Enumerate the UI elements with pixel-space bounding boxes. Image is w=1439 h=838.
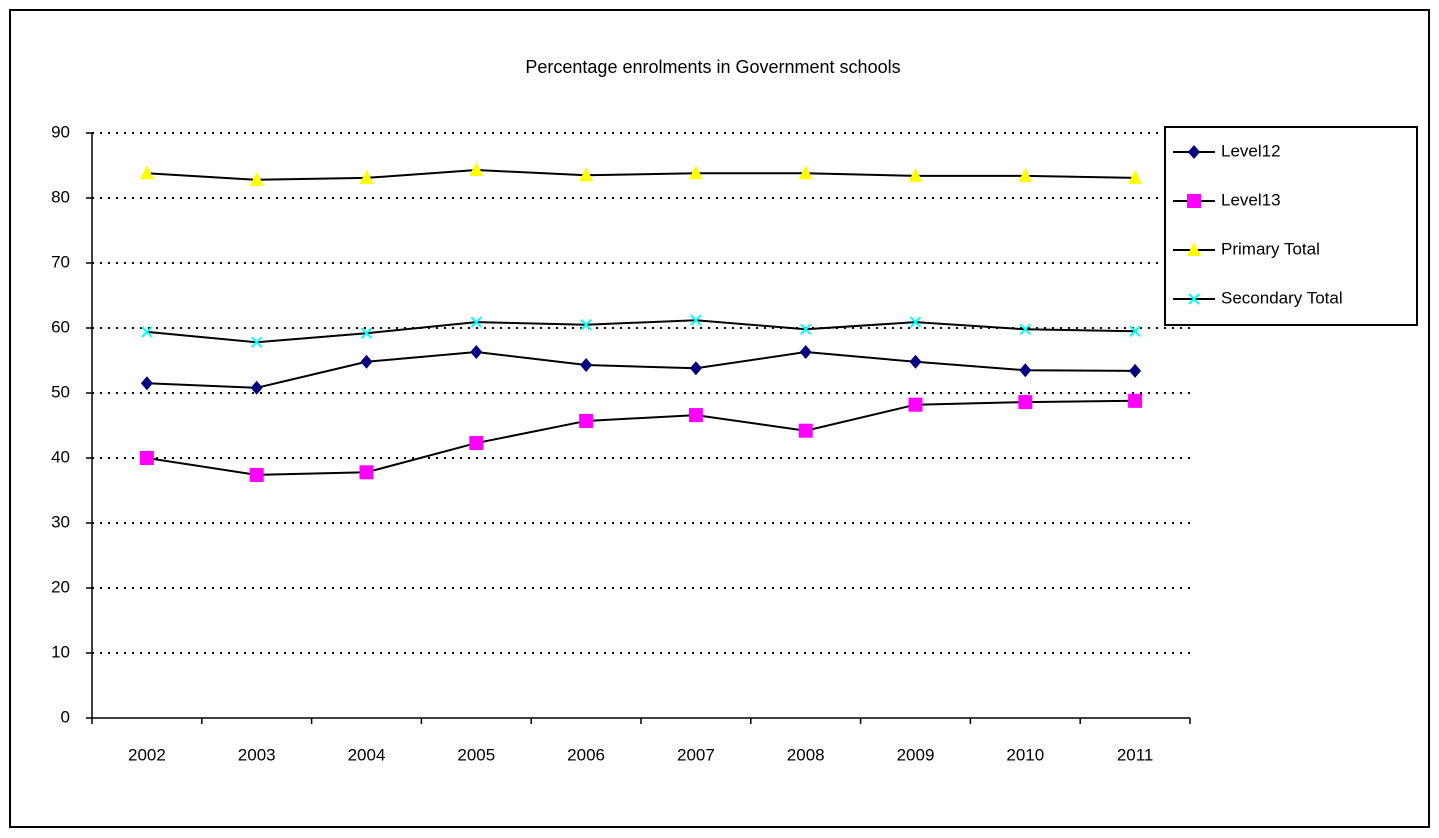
y-tick-label: 80	[51, 187, 70, 206]
series-line	[146, 399, 1136, 476]
y-tick-label: 10	[51, 642, 70, 661]
legend-marker	[1187, 242, 1201, 256]
x-tick-label: 2010	[1006, 745, 1044, 764]
data-point	[689, 361, 702, 376]
data-point	[360, 354, 373, 369]
data-point	[580, 358, 593, 373]
data-point	[469, 436, 484, 451]
data-point	[359, 169, 374, 184]
data-point	[1129, 363, 1142, 378]
y-tick-label: 20	[51, 577, 70, 596]
data-point	[139, 165, 154, 180]
series-line	[146, 319, 1136, 344]
data-point	[141, 326, 153, 338]
data-point	[250, 380, 263, 395]
x-tick-label: 2008	[787, 745, 825, 764]
data-point	[690, 314, 702, 326]
data-point	[908, 167, 923, 182]
x-tick-label: 2009	[897, 745, 935, 764]
data-point	[1129, 325, 1141, 337]
data-point	[249, 171, 264, 186]
data-point	[1018, 395, 1033, 410]
data-point	[799, 345, 812, 360]
legend-label: Secondary Total	[1221, 288, 1343, 307]
data-point	[798, 423, 813, 438]
data-point	[909, 316, 922, 328]
x-tick-label: 2004	[348, 745, 386, 764]
x-tick-label: 2007	[677, 745, 715, 764]
data-point	[249, 467, 264, 482]
y-tick-label: 60	[51, 317, 70, 336]
data-point	[359, 465, 374, 480]
y-tick-label: 90	[51, 122, 70, 141]
y-tick-label: 70	[51, 252, 70, 271]
legend-marker	[1187, 194, 1201, 208]
data-point	[799, 323, 812, 336]
data-point	[250, 336, 263, 349]
legend-marker	[1188, 145, 1200, 159]
data-point	[688, 408, 703, 423]
data-point	[580, 319, 592, 331]
data-point	[688, 165, 703, 180]
data-point	[1128, 393, 1143, 408]
legend-label: Level13	[1221, 190, 1281, 209]
data-point	[1018, 167, 1033, 182]
data-point	[470, 345, 483, 360]
y-tick-label: 40	[51, 447, 70, 466]
data-point	[579, 413, 594, 428]
x-tick-label: 2011	[1117, 745, 1154, 764]
data-point	[470, 316, 483, 328]
legend-label: Primary Total	[1221, 239, 1320, 258]
data-point	[1019, 363, 1032, 378]
data-point	[798, 165, 813, 180]
x-tick-label: 2005	[457, 745, 495, 764]
data-point	[579, 167, 594, 182]
data-point	[360, 327, 373, 339]
data-point	[1019, 323, 1032, 336]
series-line	[146, 169, 1136, 181]
data-point	[469, 162, 484, 177]
legend-box	[1164, 126, 1418, 326]
data-point	[909, 354, 922, 369]
legend-label: Level12	[1221, 141, 1281, 160]
chart-title: Percentage enrolments in Government scho…	[525, 57, 900, 77]
y-tick-label: 30	[51, 512, 70, 531]
x-tick-label: 2002	[128, 745, 166, 764]
y-tick-label: 50	[51, 382, 70, 401]
y-tick-label: 0	[61, 707, 70, 726]
series-line	[146, 351, 1136, 389]
x-tick-label: 2006	[567, 745, 605, 764]
data-point	[140, 376, 153, 391]
data-point	[908, 397, 923, 412]
data-point	[139, 451, 154, 465]
data-point	[1128, 169, 1143, 184]
legend-marker	[1188, 293, 1200, 305]
x-tick-label: 2003	[238, 745, 276, 764]
